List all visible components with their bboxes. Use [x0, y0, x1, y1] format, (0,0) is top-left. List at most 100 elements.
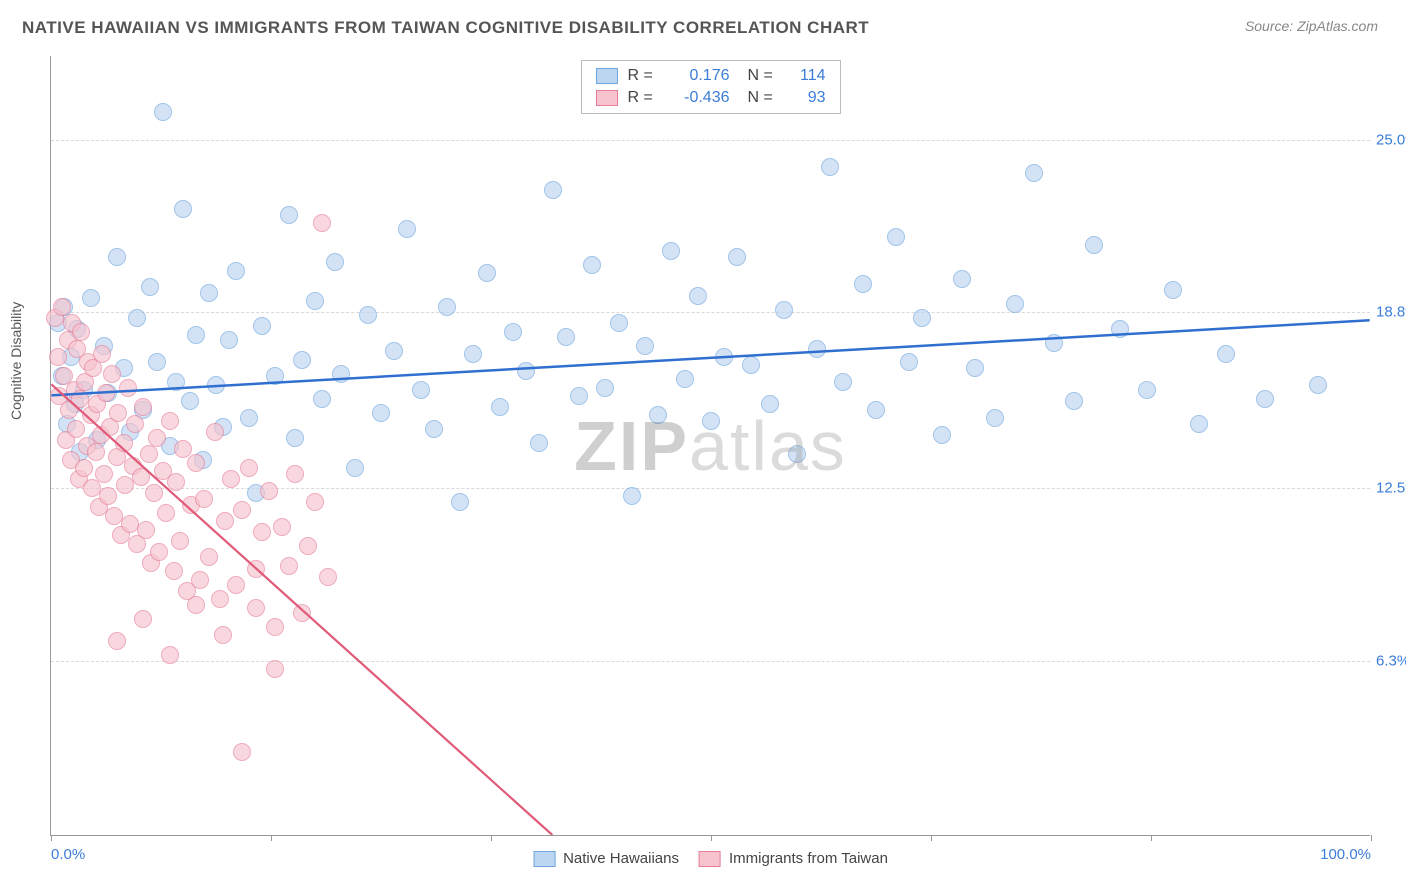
scatter-point [788, 445, 806, 463]
correlation-legend: R =0.176N =114 R = -0.436 N = 93 [581, 60, 841, 114]
scatter-point [986, 409, 1004, 427]
scatter-point [425, 420, 443, 438]
scatter-point [662, 242, 680, 260]
scatter-point [649, 406, 667, 424]
scatter-point [187, 454, 205, 472]
x-tick-label: 100.0% [1320, 846, 1371, 863]
r-label: R = [628, 89, 658, 107]
n-label: N = [748, 89, 778, 107]
scatter-point [253, 523, 271, 541]
r-value: -0.436 [668, 89, 730, 107]
legend-swatch [596, 90, 618, 106]
source-label: Source: ZipAtlas.com [1245, 18, 1378, 34]
scatter-point [1138, 381, 1156, 399]
scatter-point [1190, 415, 1208, 433]
scatter-point [247, 560, 265, 578]
scatter-point [1217, 345, 1235, 363]
series-legend: Native HawaiiansImmigrants from Taiwan [533, 850, 888, 867]
scatter-point [504, 323, 522, 341]
watermark-bold: ZIP [574, 407, 689, 485]
scatter-point [67, 420, 85, 438]
scatter-point [761, 395, 779, 413]
scatter-point [222, 470, 240, 488]
scatter-point [148, 429, 166, 447]
scatter-point [359, 306, 377, 324]
scatter-point [867, 401, 885, 419]
scatter-point [742, 356, 760, 374]
n-value: 93 [788, 89, 826, 107]
scatter-point [610, 314, 628, 332]
scatter-point [1085, 236, 1103, 254]
scatter-point [326, 253, 344, 271]
scatter-point [87, 443, 105, 461]
legend-swatch [699, 851, 721, 867]
scatter-point [1309, 376, 1327, 394]
scatter-point [200, 548, 218, 566]
legend-swatch [596, 68, 618, 84]
scatter-point [82, 289, 100, 307]
scatter-point [728, 248, 746, 266]
n-value: 114 [788, 67, 826, 85]
scatter-point [280, 206, 298, 224]
scatter-point [676, 370, 694, 388]
scatter-point [689, 287, 707, 305]
scatter-point [93, 345, 111, 363]
scatter-point [187, 596, 205, 614]
scatter-point [583, 256, 601, 274]
scatter-point [191, 571, 209, 589]
scatter-point [715, 348, 733, 366]
scatter-point [161, 646, 179, 664]
scatter-point [216, 512, 234, 530]
scatter-point [286, 465, 304, 483]
chart-plot-area: ZIPatlas R =0.176N =114R =-0.436N =93 Na… [50, 56, 1370, 836]
scatter-point [150, 543, 168, 561]
scatter-point [1164, 281, 1182, 299]
scatter-point [557, 328, 575, 346]
scatter-point [266, 367, 284, 385]
scatter-point [141, 278, 159, 296]
scatter-point [854, 275, 872, 293]
y-tick-label: 18.8% [1376, 304, 1406, 321]
scatter-point [1045, 334, 1063, 352]
scatter-point [260, 482, 278, 500]
scatter-point [636, 337, 654, 355]
legend-label: Immigrants from Taiwan [729, 850, 888, 867]
scatter-point [570, 387, 588, 405]
scatter-point [140, 445, 158, 463]
grid-line [51, 140, 1370, 141]
scatter-point [240, 459, 258, 477]
scatter-point [953, 270, 971, 288]
scatter-point [103, 365, 121, 383]
scatter-point [99, 487, 117, 505]
scatter-point [478, 264, 496, 282]
scatter-point [165, 562, 183, 580]
scatter-point [319, 568, 337, 586]
scatter-point [821, 158, 839, 176]
scatter-point [71, 390, 89, 408]
scatter-point [702, 412, 720, 430]
legend-swatch [533, 851, 555, 867]
scatter-point [134, 398, 152, 416]
scatter-point [214, 626, 232, 644]
scatter-point [775, 301, 793, 319]
scatter-point [253, 317, 271, 335]
y-axis-label: Cognitive Disability [8, 302, 24, 420]
scatter-point [108, 248, 126, 266]
scatter-point [385, 342, 403, 360]
x-tick [51, 835, 52, 841]
scatter-point [145, 484, 163, 502]
scatter-point [247, 599, 265, 617]
scatter-point [313, 390, 331, 408]
scatter-point [200, 284, 218, 302]
scatter-point [808, 340, 826, 358]
scatter-point [75, 459, 93, 477]
legend-item: Immigrants from Taiwan [699, 850, 888, 867]
scatter-point [154, 103, 172, 121]
scatter-point [834, 373, 852, 391]
scatter-point [438, 298, 456, 316]
scatter-point [195, 490, 213, 508]
scatter-point [227, 576, 245, 594]
scatter-point [207, 376, 225, 394]
legend-row: R =0.176N =114 [596, 65, 826, 87]
scatter-point [933, 426, 951, 444]
